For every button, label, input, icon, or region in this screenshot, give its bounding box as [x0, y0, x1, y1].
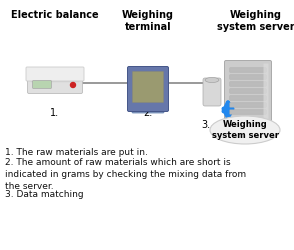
- Text: 1.: 1.: [51, 108, 60, 118]
- FancyBboxPatch shape: [133, 72, 163, 102]
- Text: Weighing
system server: Weighing system server: [217, 10, 294, 32]
- Text: 3.: 3.: [201, 120, 211, 130]
- Text: Weighing
system server: Weighing system server: [211, 120, 278, 140]
- Ellipse shape: [210, 116, 280, 144]
- FancyBboxPatch shape: [225, 60, 271, 124]
- Text: 1. The raw materials are put in.: 1. The raw materials are put in.: [5, 148, 148, 157]
- Text: 2.: 2.: [143, 108, 153, 118]
- FancyBboxPatch shape: [230, 68, 266, 72]
- FancyBboxPatch shape: [230, 110, 266, 114]
- Circle shape: [71, 82, 76, 87]
- Text: 3. Data matching: 3. Data matching: [5, 190, 83, 199]
- FancyBboxPatch shape: [26, 67, 84, 81]
- FancyBboxPatch shape: [230, 89, 266, 93]
- Text: Weighing
terminal: Weighing terminal: [122, 10, 174, 32]
- FancyBboxPatch shape: [28, 76, 83, 94]
- FancyBboxPatch shape: [33, 81, 51, 88]
- FancyBboxPatch shape: [230, 103, 266, 107]
- FancyBboxPatch shape: [31, 79, 79, 82]
- FancyBboxPatch shape: [132, 105, 164, 113]
- FancyBboxPatch shape: [230, 82, 266, 86]
- Ellipse shape: [205, 78, 219, 82]
- Text: Electric balance: Electric balance: [11, 10, 99, 20]
- FancyBboxPatch shape: [263, 64, 268, 120]
- FancyBboxPatch shape: [203, 78, 221, 106]
- FancyBboxPatch shape: [230, 75, 266, 79]
- FancyBboxPatch shape: [230, 96, 266, 100]
- Text: 2. The amount of raw materials which are short is
indicated in grams by checking: 2. The amount of raw materials which are…: [5, 158, 246, 191]
- FancyBboxPatch shape: [128, 66, 168, 112]
